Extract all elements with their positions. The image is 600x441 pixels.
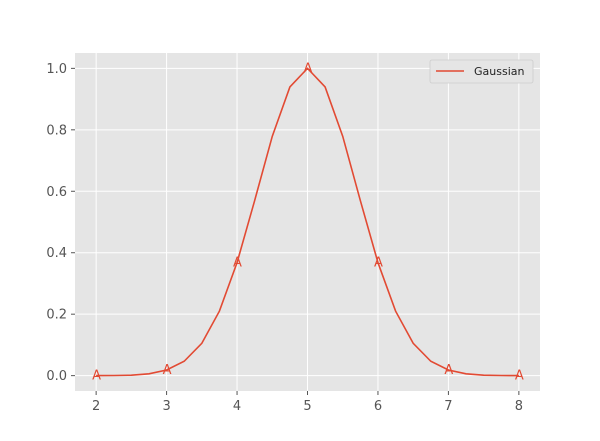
- grid-lines: [75, 53, 540, 391]
- axis-ticks: 2 3 4 5 6 7 8 0.0 0.2 0.4 0.6 0.8 1.0: [46, 62, 523, 414]
- x-tick-label: 7: [444, 399, 452, 414]
- marker-label: A: [374, 256, 383, 271]
- data-markers: A A A A A A A: [92, 61, 524, 383]
- x-tick-label: 2: [92, 399, 100, 414]
- x-tick-label: 3: [162, 399, 170, 414]
- marker-label: A: [304, 61, 313, 76]
- legend-box: [429, 59, 534, 84]
- x-tick-label: 6: [374, 399, 382, 414]
- y-tick-label: 1.0: [46, 62, 67, 77]
- x-tick-label: 5: [303, 399, 311, 414]
- marker-label: A: [92, 369, 101, 384]
- legend: Gaussian: [429, 59, 534, 84]
- marker-label: A: [444, 363, 453, 378]
- y-tick-label: 0.4: [46, 246, 67, 261]
- legend-label: Gaussian: [474, 65, 524, 78]
- marker-label: A: [515, 369, 524, 384]
- y-tick-label: 0.6: [46, 185, 67, 200]
- marker-label: A: [163, 363, 172, 378]
- x-tick-label: 8: [515, 399, 523, 414]
- y-tick-label: 0.8: [46, 123, 67, 138]
- marker-label: A: [233, 256, 242, 271]
- series-line-gaussian: [96, 67, 519, 377]
- x-tick-label: 4: [233, 399, 241, 414]
- y-tick-label: 0.2: [46, 308, 67, 323]
- y-tick-label: 0.0: [46, 369, 67, 384]
